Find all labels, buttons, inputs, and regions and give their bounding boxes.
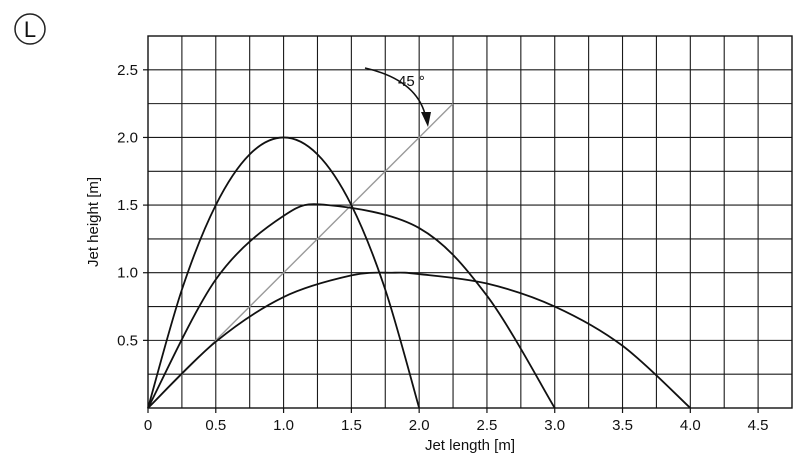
angle-annotation-text: 45 °: [398, 73, 425, 90]
x-tick-labels: 0 0.5 1.0 1.5 2.0 2.5 3.0 3.5 4.0 4.5: [144, 408, 769, 434]
badge-letter: L: [24, 17, 36, 42]
x-tick-label: 3.5: [612, 417, 633, 434]
curves: [147, 136, 691, 409]
x-tick-label: 0: [144, 417, 152, 434]
x-tick-label: 4.0: [680, 417, 701, 434]
badge-circle: [14, 13, 46, 45]
x-axis-label: Jet length [m]: [425, 437, 515, 454]
y-tick-label: 1.0: [117, 265, 138, 282]
y-tick-label: 0.5: [117, 332, 138, 349]
trajectory-curve-3: [147, 271, 691, 409]
plot-frame: [147, 35, 793, 409]
x-tick-label: 0.5: [205, 417, 226, 434]
angle-arrowhead: [421, 112, 431, 127]
y-tick-label: 2.5: [117, 62, 138, 79]
trajectory-curve-1: [147, 136, 421, 409]
trajectory-curve-2: [147, 203, 556, 409]
x-tick-label: 2.5: [477, 417, 498, 434]
badge: L: [14, 13, 46, 45]
angle-arrow: [364, 67, 427, 119]
plot-area: [148, 36, 792, 408]
x-tick-label: 4.5: [748, 417, 769, 434]
x-tick-label: 1.5: [341, 417, 362, 434]
y-tick-label: 1.5: [117, 197, 138, 214]
y-axis-label: Jet height [m]: [85, 177, 102, 267]
y-tick-labels: 0.5 1.0 1.5 2.0 2.5: [117, 62, 148, 349]
x-tick-label: 1.0: [273, 417, 294, 434]
x-tick-label: 2.0: [409, 417, 430, 434]
angle-annotation: 45 °: [364, 67, 431, 127]
y-tick-label: 2.0: [117, 129, 138, 146]
x-tick-label: 3.0: [544, 417, 565, 434]
